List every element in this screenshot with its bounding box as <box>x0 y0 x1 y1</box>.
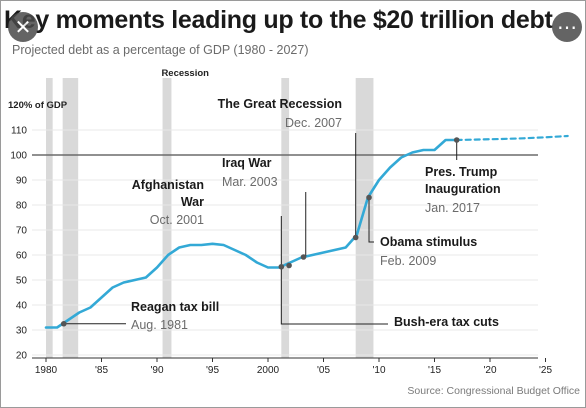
annotation-label: Pres. Trump <box>425 165 498 179</box>
chart-subtitle: Projected debt as a percentage of GDP (1… <box>12 43 309 57</box>
annotation-marker <box>366 194 372 201</box>
annotation-marker <box>453 137 460 143</box>
x-tick-label: 2000 <box>257 365 280 376</box>
recession-band <box>162 78 172 358</box>
source-text: Source: Congressional Budget Office <box>407 385 580 397</box>
more-options-button[interactable]: ⋯ <box>552 12 582 42</box>
annotation-date: Jan. 2017 <box>425 201 480 215</box>
y-axis-top-label: 120% of GDP <box>8 100 68 111</box>
annotation-label: Inauguration <box>425 182 501 196</box>
y-tick-label: 90 <box>16 176 28 187</box>
annotation-leader <box>280 266 388 325</box>
x-tick-label: '25 <box>539 365 552 376</box>
chart-title: Key moments leading up to the $20 trilli… <box>4 6 553 34</box>
more-icon: ⋯ <box>557 16 577 39</box>
x-tick-label: '05 <box>317 365 330 376</box>
annotation-date: Mar. 2003 <box>222 175 278 189</box>
recession-band <box>62 78 79 358</box>
x-tick-label: '10 <box>372 365 385 376</box>
annotation-marker <box>278 263 285 270</box>
recession-band <box>46 78 53 358</box>
x-tick-label: '20 <box>483 365 496 376</box>
y-tick-label: 20 <box>16 351 28 362</box>
y-tick-label: 60 <box>16 251 28 262</box>
annotation-label: The Great Recession <box>218 97 342 111</box>
x-tick-label: '85 <box>95 365 108 376</box>
y-tick-label: 40 <box>16 301 28 312</box>
annotation-date: Aug. 1981 <box>131 318 188 332</box>
annotation-label: Obama stimulus <box>380 235 477 249</box>
annotation-leader <box>368 197 374 243</box>
annotation-date: Oct. 2001 <box>150 213 204 227</box>
y-tick-label: 80 <box>16 201 28 212</box>
annotation-date: Dec. 2007 <box>285 116 342 130</box>
recession-band <box>355 78 374 358</box>
x-tick-label: 1980 <box>35 365 58 376</box>
x-tick-label: '90 <box>150 365 163 376</box>
recession-band <box>281 78 290 358</box>
y-tick-label: 70 <box>16 226 28 237</box>
y-tick-label: 110 <box>11 126 27 137</box>
annotation-date: Feb. 2009 <box>380 254 436 268</box>
annotation-marker <box>286 262 292 269</box>
annotation-label: Iraq War <box>222 156 272 170</box>
annotation-marker <box>352 234 359 241</box>
y-tick-label: 100 <box>10 151 27 162</box>
annotation-label: War <box>181 195 204 209</box>
recession-label: Recession <box>161 68 209 79</box>
debt-line <box>44 138 458 329</box>
annotation-label: Reagan tax bill <box>131 300 219 314</box>
close-icon: ✕ <box>14 16 32 39</box>
annotation-label: Bush-era tax cuts <box>394 315 499 329</box>
x-tick-label: '15 <box>428 365 441 376</box>
annotation-marker <box>300 254 307 260</box>
y-tick-label: 50 <box>16 276 28 287</box>
y-tick-label: 30 <box>16 326 28 337</box>
close-button[interactable]: ✕ <box>8 12 38 42</box>
annotation-marker <box>60 320 67 327</box>
projection-line <box>455 134 569 142</box>
annotation-label: Afghanistan <box>132 178 204 192</box>
x-tick-label: '95 <box>206 365 219 376</box>
